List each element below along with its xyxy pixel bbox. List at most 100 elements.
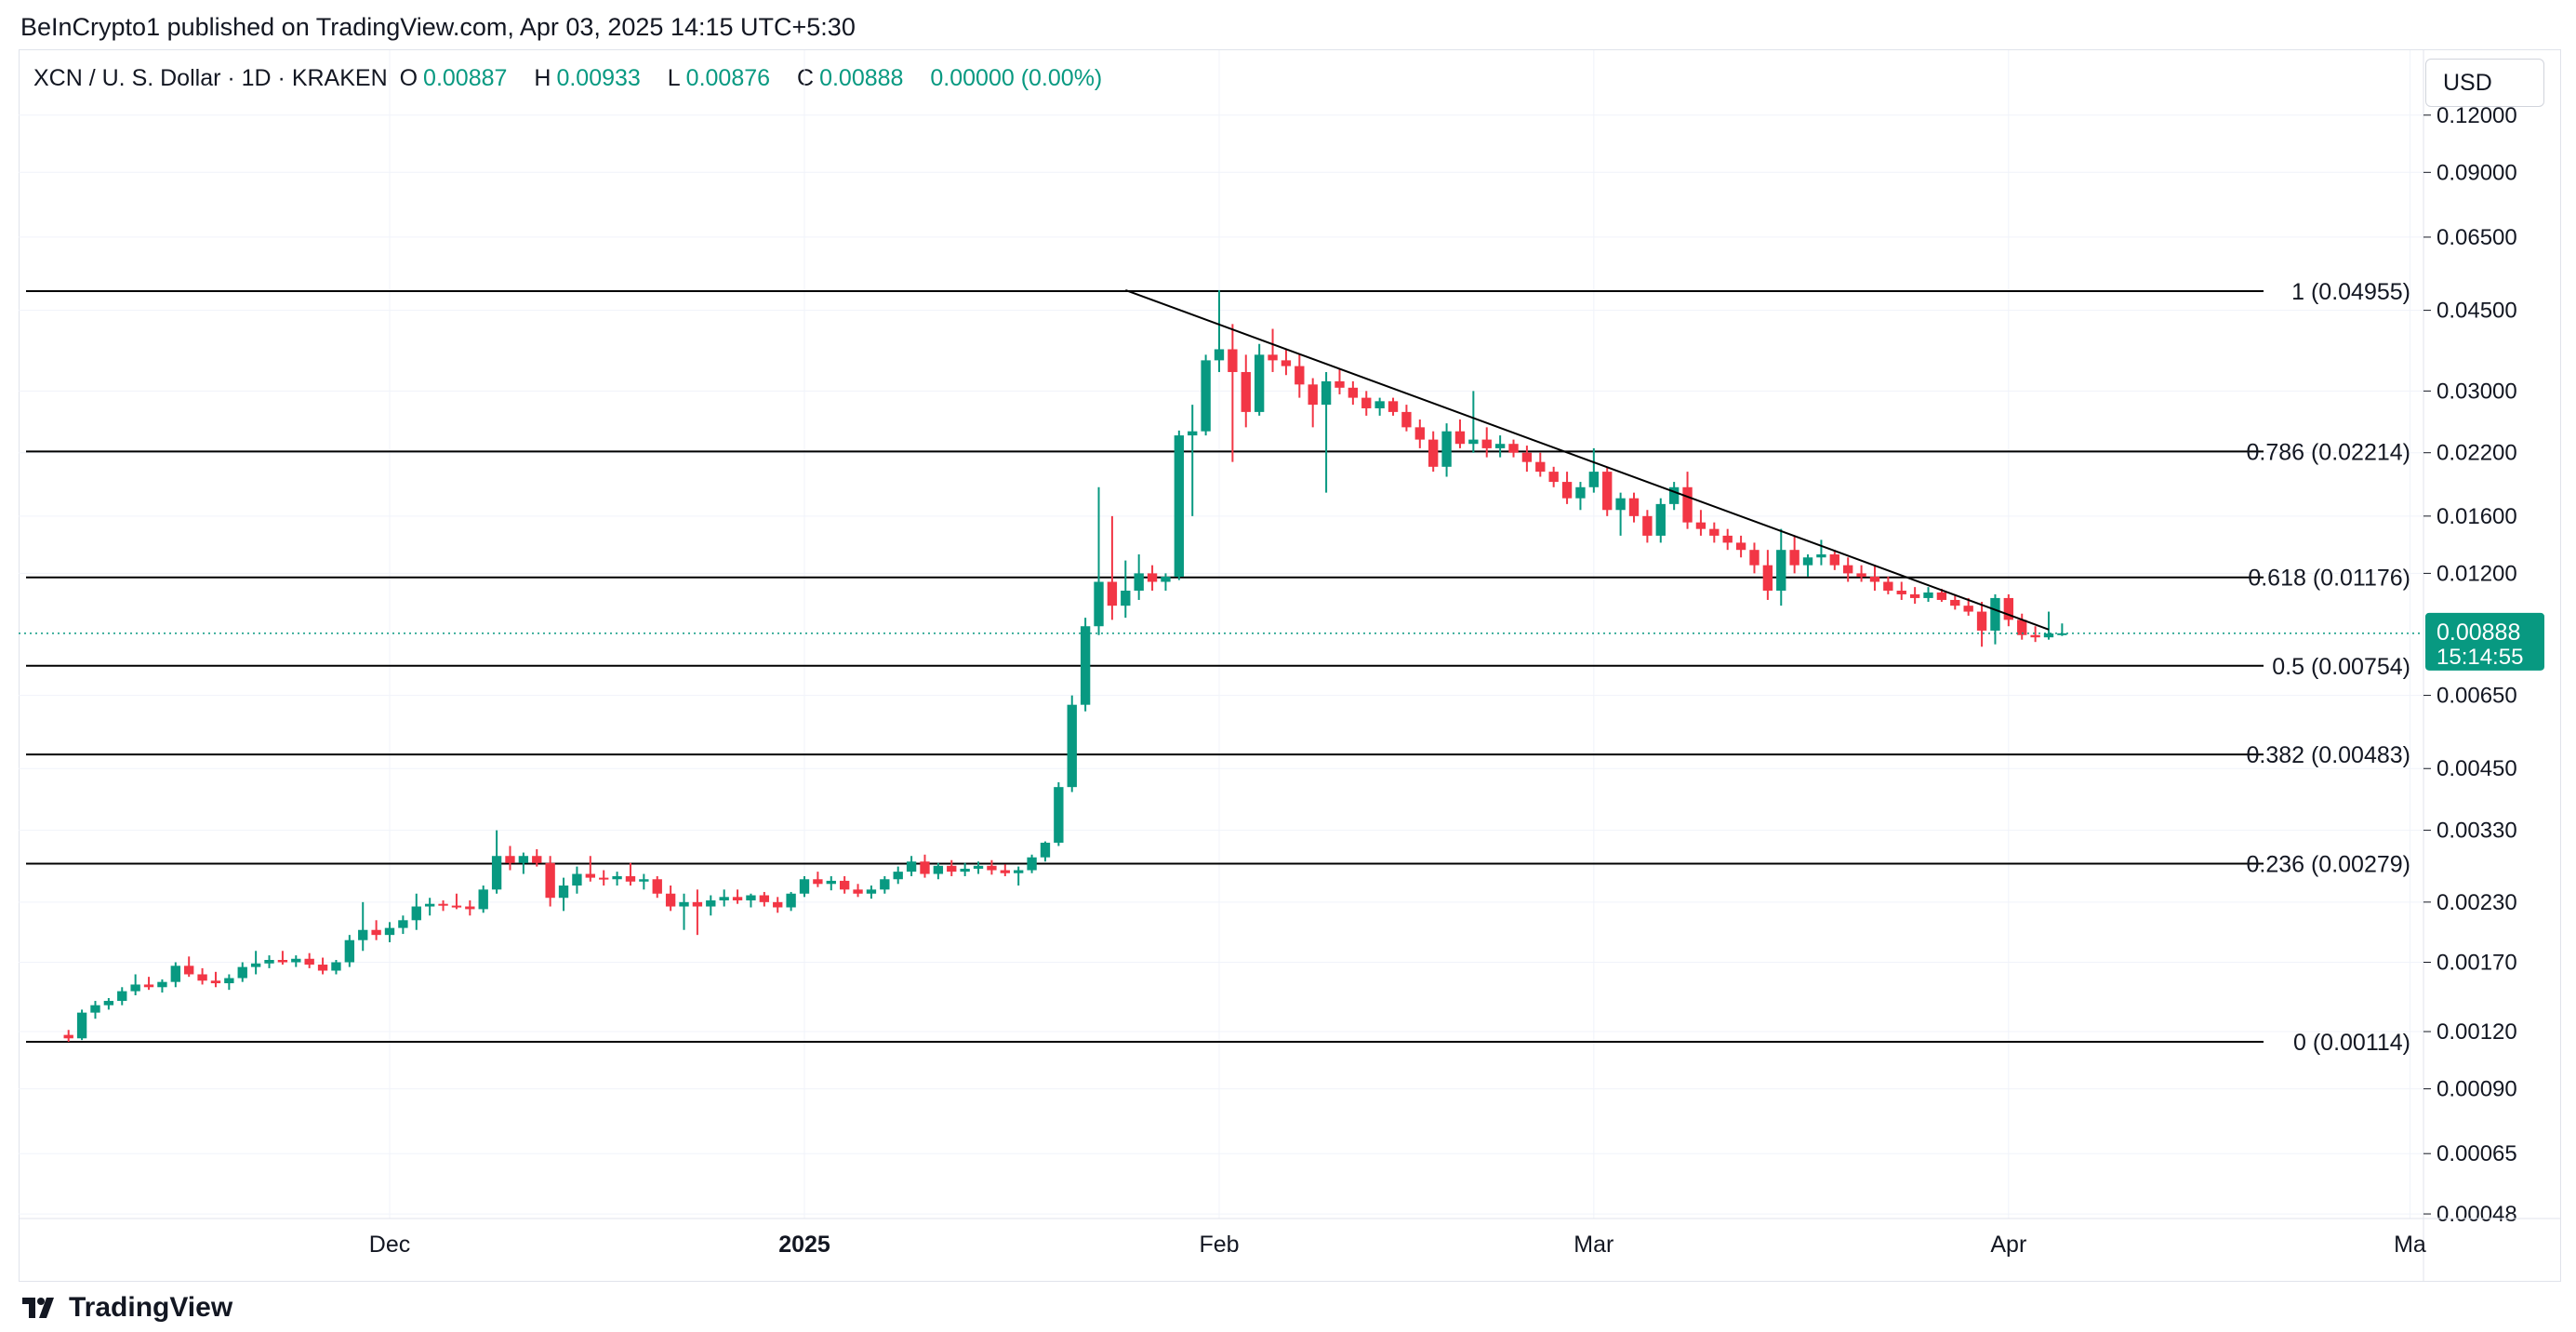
price-tick-label: 0.01600 — [2437, 504, 2517, 529]
fib-label: 0.786 (0.02214) — [2246, 439, 2410, 465]
candle-body — [572, 873, 582, 886]
candle-body — [1201, 360, 1211, 432]
price-tick-label: 0.00230 — [2437, 890, 2517, 915]
candle-body — [1014, 870, 1024, 873]
footer-brand[interactable]: TradingView — [20, 1289, 232, 1326]
candle-body — [1161, 576, 1171, 582]
candle-body — [719, 897, 729, 900]
candle-body — [1776, 550, 1786, 592]
price-tick-label: 0.12000 — [2437, 103, 2517, 128]
candle-body — [652, 879, 662, 894]
candle-body — [157, 981, 167, 988]
fib-label: 0.618 (0.01176) — [2248, 566, 2410, 592]
candle-body — [2030, 634, 2040, 638]
candle-body — [277, 960, 288, 963]
price-tick-label: 0.04500 — [2437, 299, 2517, 324]
candle-body — [371, 929, 381, 936]
candle-body — [331, 962, 341, 971]
candle-body — [545, 862, 555, 899]
candle-body — [1909, 593, 1920, 598]
low-label: L — [667, 65, 681, 91]
candle-body — [210, 980, 221, 984]
candle-body — [90, 1005, 100, 1013]
candle-body — [1936, 592, 1947, 600]
candle-body — [1040, 842, 1051, 858]
candle-body — [1254, 354, 1265, 412]
candle-body — [1067, 704, 1077, 788]
price-tick-label: 0.00450 — [2437, 756, 2517, 781]
candle-body — [1401, 411, 1412, 428]
candle-body — [1695, 522, 1706, 529]
time-tick-label: Ma — [2394, 1232, 2426, 1258]
tradingview-logo-icon — [22, 1298, 54, 1318]
high-label: H — [534, 65, 551, 91]
candle-body — [358, 929, 368, 940]
candle-body — [1388, 401, 1399, 412]
candle-body — [759, 895, 770, 902]
candle-body — [639, 879, 649, 882]
candle-body — [786, 893, 796, 908]
candle-body — [1749, 550, 1759, 566]
candle-body — [1348, 387, 1359, 398]
fib-label: 0.5 (0.00754) — [2272, 654, 2410, 680]
candle-body — [1468, 439, 1479, 445]
brand-name: TradingView — [69, 1292, 233, 1323]
candle-body — [1575, 486, 1586, 499]
candle-body — [1414, 427, 1425, 440]
candle-body — [451, 905, 462, 908]
price-tick-label: 0.00170 — [2437, 951, 2517, 976]
candle-body — [1508, 444, 1519, 453]
price-tick-label: 0.02200 — [2437, 441, 2517, 466]
candle-body — [2043, 633, 2054, 638]
candle-body — [1374, 401, 1385, 408]
candle-body — [1134, 573, 1144, 592]
candle-body — [880, 879, 890, 890]
symbol-legend: XCN / U. S. Dollar · 1D · KRAKEN O 0.0088… — [33, 65, 1122, 92]
price-axis[interactable]: 0.12000 0.09000 0.06500 0.04500 0.03000 0.022… — [2423, 50, 2517, 1282]
candle-body — [2017, 619, 2027, 635]
price-tick-label: 0.06500 — [2437, 225, 2517, 250]
candle-body — [585, 873, 595, 878]
candle-body — [1107, 581, 1118, 606]
candle-body — [813, 879, 823, 885]
candle-body — [1428, 439, 1439, 467]
currency-button[interactable]: USD — [2425, 59, 2544, 107]
open-label: O — [399, 65, 418, 91]
fib-label: 1 (0.04955) — [2291, 279, 2410, 305]
candle-body — [411, 906, 421, 921]
fib-label: 0 (0.00114) — [2293, 1030, 2410, 1056]
candle-body — [906, 861, 917, 872]
candle-body — [1762, 565, 1773, 592]
candle-body — [317, 965, 328, 971]
candle-body — [1281, 360, 1292, 366]
candle-body — [893, 872, 903, 880]
price-tag-box — [2425, 612, 2544, 671]
candle-body — [960, 868, 970, 872]
candle-body — [1722, 535, 1733, 543]
candle-body — [1147, 573, 1158, 582]
candle-body — [1521, 452, 1533, 462]
time-tick-label: Dec — [369, 1232, 410, 1258]
candle-body — [1228, 349, 1238, 372]
candle-body — [1668, 486, 1680, 504]
candle-body — [612, 875, 622, 880]
candle-body — [344, 939, 355, 963]
candle-body — [679, 901, 689, 907]
candle-body — [1963, 606, 1973, 612]
candle-body — [1588, 472, 1600, 487]
price-tick-label: 0.00065 — [2437, 1141, 2517, 1166]
candle-body — [1295, 366, 1305, 385]
candle-body — [76, 1012, 87, 1039]
candle-body — [1308, 384, 1318, 406]
candle-body — [866, 889, 877, 894]
fib-levels: 1 (0.04955) 0.786 (0.02214) 0.618 (0.01176… — [26, 279, 2410, 1056]
close-value: 0.00888 — [819, 65, 904, 91]
publisher-line: BeInCrypto1 published on TradingView.com… — [20, 13, 856, 41]
time-tick-label: Feb — [1199, 1232, 1239, 1258]
candle-body — [1682, 486, 1693, 523]
candle-body — [264, 960, 274, 964]
candle-body — [532, 856, 542, 863]
candle-body — [1321, 380, 1332, 406]
time-axis[interactable]: Dec 2025 Feb Mar Apr Ma — [19, 1218, 2561, 1258]
